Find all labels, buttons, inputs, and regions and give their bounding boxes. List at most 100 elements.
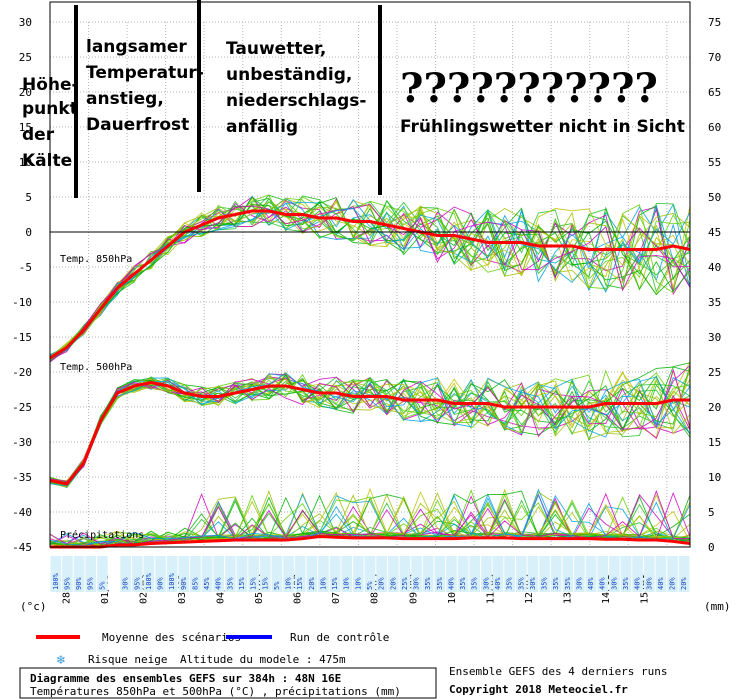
right-tick-label: 35: [708, 296, 721, 309]
snow-risk-cell: [85, 556, 97, 592]
snow-risk-cell: [457, 556, 469, 592]
snow-risk-cell: [597, 556, 609, 592]
snow-risk-value: 10%: [343, 577, 351, 590]
snow-risk-value: 15%: [261, 577, 269, 590]
snow-risk-value: 35%: [517, 577, 525, 590]
snow-risk-value: 35%: [424, 577, 432, 590]
annotation-line: Dauerfrost: [86, 115, 189, 135]
annotation-bars: [74, 0, 382, 198]
snow-risk-cell: [515, 556, 527, 592]
annotation-kaelte: Höhe- punkt der Kälte: [22, 75, 79, 171]
annotation-line: niederschlags-: [226, 91, 366, 111]
annotation-line: anstieg,: [86, 89, 164, 109]
snow-risk-value: 40%: [215, 577, 223, 590]
snow-risk-cell: [620, 556, 632, 592]
snow-risk-cell: [353, 556, 364, 592]
member-precip-line: [49, 489, 691, 548]
snow-risk-cell: [178, 556, 190, 592]
snow-risk-value: 100%: [52, 572, 60, 590]
annotation-line: Kälte: [22, 151, 72, 171]
snow-risk-cell: [329, 556, 341, 592]
snow-risk-cell: [166, 556, 178, 592]
annotation-line: langsamer: [86, 37, 187, 57]
right-tick-label: 30: [708, 331, 721, 344]
snow-risk-value: 40%: [599, 577, 607, 590]
snow-risk-value: 15%: [331, 577, 339, 590]
snow-risk-cell: [585, 556, 597, 592]
annotation-anstieg: langsamer Temperatur- anstieg, Dauerfros…: [86, 37, 204, 135]
left-tick-label: -15: [12, 331, 32, 344]
snow-risk-row: 100% 95% 90% 95% 5% 30% 95% 100% 90% 100% 90% 85% 45…: [50, 556, 690, 592]
snow-risk-value: 95%: [63, 577, 71, 590]
snow-risk-cell: [399, 556, 411, 592]
snow-risk-cell: [155, 556, 166, 592]
snow-risk-value: 90%: [157, 577, 165, 590]
snow-risk-value: 40%: [447, 577, 455, 590]
left-tick-label: -5: [19, 261, 32, 274]
right-tick-label: 70: [708, 51, 721, 64]
snow-risk-value: 5%: [366, 581, 374, 590]
right-tick-label: 50: [708, 191, 721, 204]
right-tick-label: 40: [708, 261, 721, 274]
mean-precip-line: [50, 534, 691, 549]
right-tick-label: 75: [708, 16, 721, 29]
annotation-question-marks: ???????????: [400, 65, 658, 112]
snow-risk-cell: [434, 556, 446, 592]
snow-risk-cell: [481, 556, 492, 592]
right-tick-label: 45: [708, 226, 721, 239]
snow-risk-value: 15%: [296, 577, 304, 590]
legend-snow-label: Risque neige: [88, 653, 167, 666]
snow-risk-cell: [131, 556, 143, 592]
snow-risk-value: 40%: [657, 577, 665, 590]
snow-risk-value: 20%: [378, 577, 386, 590]
snow-risk-value: 5%: [98, 581, 106, 590]
left-tick-label: -45: [12, 541, 32, 554]
snow-risk-value: 10%: [319, 577, 327, 590]
snow-risk-value: 10%: [354, 577, 362, 590]
snow-risk-value: 35%: [622, 577, 630, 590]
annotation-fruehling: Frühlingswetter nicht in Sicht: [400, 117, 685, 137]
snow-risk-cell: [376, 556, 387, 592]
member-t500-line: [49, 372, 691, 487]
left-tick-label: -30: [12, 436, 32, 449]
legend-control-label: Run de contrôle: [290, 631, 389, 644]
snow-risk-cell: [574, 556, 585, 592]
legend-mean-label: Moyenne des scénarios: [102, 631, 241, 644]
snow-risk-cell: [655, 556, 667, 592]
member-t500-line: [49, 365, 691, 482]
snow-risk-value: 40%: [634, 577, 642, 590]
snow-risk-value: 30%: [645, 577, 653, 590]
snow-risk-cell: [97, 556, 108, 592]
snow-risk-value: 40%: [494, 577, 502, 590]
left-tick-label: 0: [25, 226, 32, 239]
footer-subtitle: Températures 850hPa et 500hPa (°C) , pré…: [30, 685, 401, 698]
snow-risk-value: 85%: [191, 577, 199, 590]
snow-risk-value: 30%: [413, 577, 421, 590]
right-tick-label: 10: [708, 471, 721, 484]
snow-risk-cell: [492, 556, 504, 592]
member-t500-line: [49, 368, 691, 485]
snow-risk-value: 35%: [436, 577, 444, 590]
left-tick-label: 15: [19, 121, 32, 134]
legend: Moyenne des scénarios Run de contrôle ❄ …: [36, 631, 389, 667]
snow-risk-cell: [201, 556, 213, 592]
snow-risk-value: 25%: [401, 577, 409, 590]
snow-risk-cell: [190, 556, 201, 592]
snow-risk-cell: [73, 556, 85, 592]
snow-risk-cell: [318, 556, 329, 592]
snow-risk-value: 35%: [564, 577, 572, 590]
precip-label: Précipitations: [60, 529, 144, 541]
ensemble-means: [49, 209, 691, 549]
legend-altitude: Altitude du modele : 475m: [180, 653, 346, 666]
t500-label: Temp. 500hPa: [60, 362, 132, 373]
right-tick-label: 5: [708, 506, 715, 519]
snow-risk-cell: [294, 556, 306, 592]
snow-risk-cell: [271, 556, 283, 592]
snowflake-icon: ❄: [56, 653, 66, 667]
member-t850-line: [49, 203, 691, 363]
snow-risk-value: 95%: [87, 577, 95, 590]
left-tick-label: 5: [25, 191, 32, 204]
right-tick-label: 65: [708, 86, 721, 99]
snow-risk-cell: [609, 556, 620, 592]
member-precip-line: [49, 487, 691, 547]
